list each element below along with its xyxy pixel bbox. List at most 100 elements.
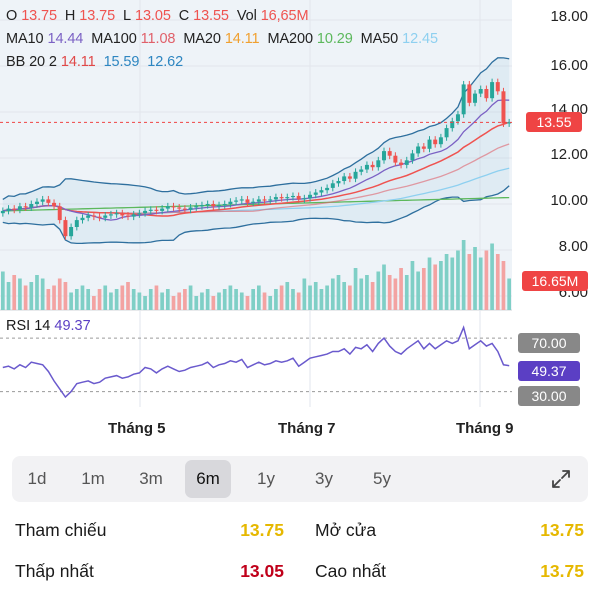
expand-icon[interactable] xyxy=(542,460,580,498)
range-5y-button[interactable]: 5y xyxy=(373,469,391,488)
candle-body xyxy=(165,206,170,209)
candle-body xyxy=(217,205,222,207)
candle-body xyxy=(495,82,500,92)
highest-value: 13.75 xyxy=(540,561,584,581)
candle-body xyxy=(52,202,57,207)
candle-body xyxy=(148,209,153,211)
candle-body xyxy=(211,204,216,207)
candle-body xyxy=(273,197,278,200)
volume-bar xyxy=(456,250,460,310)
candle-body xyxy=(370,164,375,168)
candle-body xyxy=(507,122,512,124)
candle-body xyxy=(194,206,199,208)
volume-bar xyxy=(274,289,278,310)
volume-bar xyxy=(348,285,352,310)
candle-body xyxy=(319,190,324,193)
volume-bar xyxy=(285,282,290,310)
candle-body xyxy=(296,195,301,200)
candle-body xyxy=(137,213,142,215)
volume-bar xyxy=(57,278,62,310)
volume-bar xyxy=(291,289,295,310)
volume-bar xyxy=(507,278,511,310)
volume-bar xyxy=(433,264,438,310)
volume-bar xyxy=(200,292,204,310)
bollinger-band-fill xyxy=(2,57,510,244)
range-1d-button[interactable]: 1d xyxy=(27,469,47,488)
candle-body xyxy=(97,216,102,218)
range-3y-button[interactable]: 3y xyxy=(315,469,333,488)
volume-bar xyxy=(444,254,449,310)
ma-row: MA10 14.44 MA100 11.08 MA20 14.11 MA200 10.2… xyxy=(6,31,442,47)
volume-bar xyxy=(495,254,500,310)
range-1y-button[interactable]: 1y xyxy=(257,469,275,488)
candle-body xyxy=(279,197,284,199)
candle-body xyxy=(450,121,455,129)
candle-body xyxy=(177,207,182,209)
ma20-value: 14.11 xyxy=(224,31,260,47)
ma10-line xyxy=(2,99,510,221)
volume-bar xyxy=(165,289,170,310)
rsi-line xyxy=(2,325,510,399)
volume-label: Vol xyxy=(236,8,257,24)
chart-canvas[interactable] xyxy=(0,0,600,440)
volume-bar xyxy=(1,271,5,310)
price-chart[interactable]: O 13.75 H 13.75 L 13.05 C 13.55 Vol 16,65M MA… xyxy=(0,0,600,440)
volume-bar xyxy=(490,243,494,310)
candle-body xyxy=(342,176,347,181)
volume-bar xyxy=(257,285,261,310)
candle-body xyxy=(461,84,466,115)
price-axis-12: 12.00 xyxy=(550,146,588,163)
candle-body xyxy=(29,204,34,208)
volume-bar xyxy=(148,289,153,310)
volume-bar xyxy=(211,296,216,310)
candle-body xyxy=(427,139,432,149)
candle-body xyxy=(268,199,273,201)
candle-body xyxy=(382,151,386,161)
volume-bar xyxy=(114,289,119,310)
volume-bar xyxy=(74,289,79,310)
candle-body xyxy=(473,93,478,103)
candle-body xyxy=(416,146,421,154)
candle-body xyxy=(387,151,392,156)
volume-bar xyxy=(239,292,244,310)
lowest-value: 13.05 xyxy=(240,561,284,581)
candle-body xyxy=(40,199,45,202)
bb-lower-value: 12.62 xyxy=(147,54,184,70)
volume-bar xyxy=(399,268,403,310)
candle-body xyxy=(23,206,28,208)
volume-bar xyxy=(245,296,250,310)
range-6m-button[interactable]: 6m xyxy=(185,460,231,498)
volume-bar xyxy=(325,285,329,310)
volume-bar xyxy=(205,289,210,310)
volume-bar xyxy=(23,285,28,310)
open-label: O xyxy=(6,8,18,24)
volume-bar xyxy=(427,257,432,310)
candle-body xyxy=(108,214,113,216)
candle-body xyxy=(114,213,119,215)
candle-body xyxy=(478,89,483,94)
candle-body xyxy=(160,208,165,211)
volume-bar xyxy=(29,282,34,310)
low-value: 13.05 xyxy=(135,8,171,24)
rsi-level-high-tag: 70.00 xyxy=(518,333,580,353)
volume-bar xyxy=(228,285,233,310)
volume-bar xyxy=(461,240,466,310)
volume-bar xyxy=(171,296,176,310)
candle-body xyxy=(501,91,506,124)
volume-bar xyxy=(342,282,347,310)
candle-body xyxy=(347,176,352,179)
candle-body xyxy=(421,146,426,149)
candle-body xyxy=(467,84,472,103)
price-axis-10: 10.00 xyxy=(550,192,588,209)
volume-bar xyxy=(473,247,477,310)
volume-bar xyxy=(296,292,301,310)
volume-bar xyxy=(370,282,375,310)
candle-body xyxy=(63,220,68,237)
volume-bar xyxy=(501,261,506,310)
volume-bar xyxy=(154,285,159,310)
range-3m-button[interactable]: 3m xyxy=(139,469,163,488)
candle-body xyxy=(86,215,91,218)
range-1m-button[interactable]: 1m xyxy=(81,469,105,488)
ohlc-row: O 13.75 H 13.75 L 13.05 C 13.55 Vol 16,65M xyxy=(6,8,312,24)
candle-body xyxy=(69,227,74,237)
